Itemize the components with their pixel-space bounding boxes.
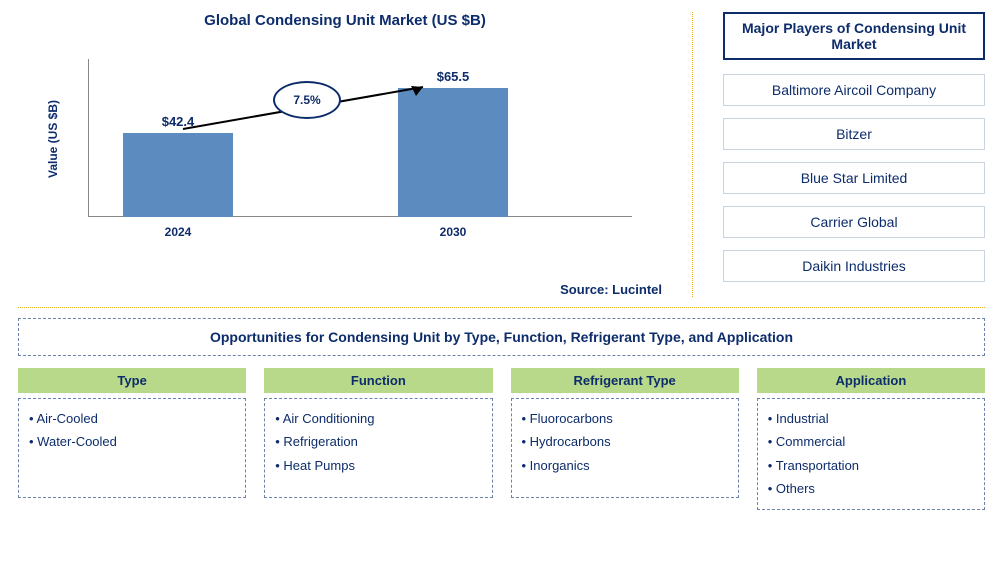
opportunity-header: Application: [757, 368, 985, 393]
chart-title: Global Condensing Unit Market (US $B): [18, 12, 672, 29]
players-list: Baltimore Aircoil Company Bitzer Blue Star…: [723, 74, 985, 282]
source-text: Source: Lucintel: [560, 282, 662, 297]
player-box: Daikin Industries: [723, 250, 985, 282]
bar-chart: Value (US $B) $42.4 2024 $65.5 2030 7.5%: [18, 39, 672, 239]
player-box: Carrier Global: [723, 206, 985, 238]
list-item: Water-Cooled: [29, 430, 235, 453]
list-item: Air-Cooled: [29, 407, 235, 430]
list-item: Air Conditioning: [275, 407, 481, 430]
year-label-2024: 2024: [165, 225, 192, 239]
opportunity-column: Function Air ConditioningRefrigerationHea…: [264, 368, 492, 510]
bar-value-2024: $42.4: [162, 114, 195, 129]
list-item: Transportation: [768, 454, 974, 477]
opportunity-list: FluorocarbonsHydrocarbonsInorganics: [511, 398, 739, 498]
list-item: Refrigeration: [275, 430, 481, 453]
opportunity-list: Air-CooledWater-Cooled: [18, 398, 246, 498]
list-item: Hydrocarbons: [522, 430, 728, 453]
opportunity-list: IndustrialCommercialTransportationOthers: [757, 398, 985, 510]
players-panel: Major Players of Condensing Unit Market …: [713, 12, 985, 297]
top-section: Global Condensing Unit Market (US $B) Va…: [18, 12, 985, 297]
list-item: Commercial: [768, 430, 974, 453]
opportunity-column: Application IndustrialCommercialTransport…: [757, 368, 985, 510]
bar-value-2030: $65.5: [437, 69, 470, 84]
list-item: Industrial: [768, 407, 974, 430]
opportunity-header: Function: [264, 368, 492, 393]
chart-area: Global Condensing Unit Market (US $B) Va…: [18, 12, 693, 297]
horizontal-divider: [18, 307, 985, 308]
opportunity-header: Type: [18, 368, 246, 393]
player-box: Blue Star Limited: [723, 162, 985, 194]
bar-2024: [123, 133, 233, 217]
players-title: Major Players of Condensing Unit Market: [723, 12, 985, 60]
bar-2030: [398, 88, 508, 217]
opportunity-list: Air ConditioningRefrigerationHeat Pumps: [264, 398, 492, 498]
player-box: Bitzer: [723, 118, 985, 150]
opportunity-column: Type Air-CooledWater-Cooled: [18, 368, 246, 510]
player-box: Baltimore Aircoil Company: [723, 74, 985, 106]
list-item: Others: [768, 477, 974, 500]
opportunity-column: Refrigerant Type FluorocarbonsHydrocarbon…: [511, 368, 739, 510]
year-label-2030: 2030: [440, 225, 467, 239]
list-item: Inorganics: [522, 454, 728, 477]
growth-rate-text: 7.5%: [293, 93, 320, 107]
opportunities-title: Opportunities for Condensing Unit by Typ…: [18, 318, 985, 356]
growth-rate-badge: 7.5%: [273, 81, 341, 119]
list-item: Fluorocarbons: [522, 407, 728, 430]
opportunities-grid: Type Air-CooledWater-Cooled Function Air Co…: [18, 368, 985, 510]
list-item: Heat Pumps: [275, 454, 481, 477]
y-axis-label: Value (US $B): [46, 100, 60, 178]
opportunity-header: Refrigerant Type: [511, 368, 739, 393]
